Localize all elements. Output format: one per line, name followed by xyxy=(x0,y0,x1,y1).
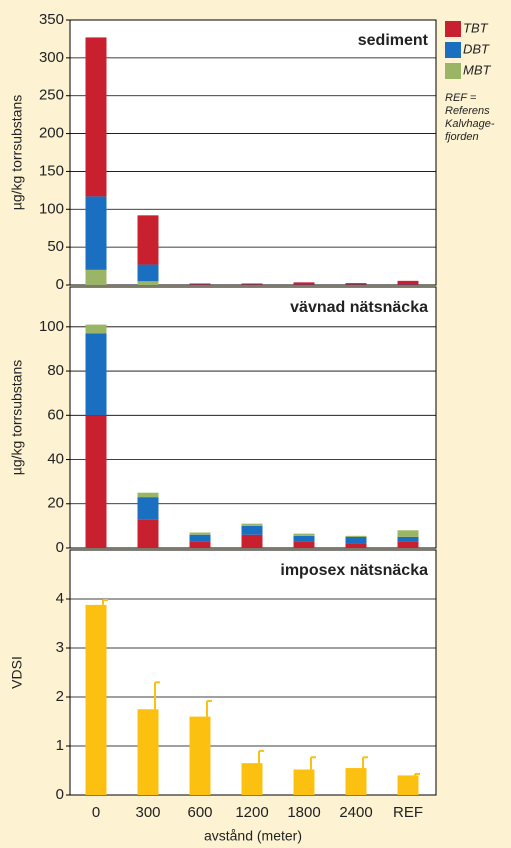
x-tick-label: REF xyxy=(393,804,423,821)
x-tick-label: 600 xyxy=(187,804,212,821)
bar-segment xyxy=(137,497,159,520)
bar-segment xyxy=(189,541,211,548)
y-tick-label: 2 xyxy=(56,688,64,705)
bar xyxy=(137,709,159,795)
plot-area xyxy=(69,286,437,549)
bar xyxy=(293,769,315,795)
panel-title: imposex nätsnäcka xyxy=(280,562,428,579)
y-tick-label: 0 xyxy=(56,276,64,293)
y-tick-label: 300 xyxy=(39,49,64,66)
x-tick-label: 2400 xyxy=(339,804,372,821)
bar-segment xyxy=(397,536,419,542)
bar-segment xyxy=(241,534,263,548)
bar-segment xyxy=(241,283,263,285)
bar-segment xyxy=(293,541,315,548)
y-tick-label: 80 xyxy=(47,362,64,379)
legend-swatch xyxy=(445,63,461,79)
bar-segment xyxy=(85,415,107,548)
y-tick-label: 20 xyxy=(47,495,64,512)
bar-segment xyxy=(293,533,315,536)
y-tick-label: 0 xyxy=(56,786,64,803)
y-tick-label: 0 xyxy=(56,539,64,556)
y-axis-label: µg/kg torrsubstans xyxy=(9,95,25,210)
bar-segment xyxy=(293,282,315,285)
bar-segment xyxy=(189,283,211,285)
bar-segment xyxy=(241,525,263,535)
y-axis-label: µg/kg torrsubstans xyxy=(9,360,25,475)
bar-segment xyxy=(397,280,419,285)
bar-segment xyxy=(241,523,263,526)
x-tick-label: 1800 xyxy=(287,804,320,821)
bar-segment xyxy=(85,333,107,416)
note: Referens xyxy=(445,105,490,117)
y-tick-label: 150 xyxy=(39,162,64,179)
y-tick-label: 3 xyxy=(56,639,64,656)
bar-segment xyxy=(85,196,107,270)
legend-label: MBT xyxy=(463,62,492,77)
y-tick-label: 100 xyxy=(39,318,64,335)
x-tick-label: 0 xyxy=(92,804,100,821)
legend-label: TBT xyxy=(463,20,489,35)
bar-segment xyxy=(189,532,211,535)
panel-title: vävnad nätsnäcka xyxy=(290,299,428,316)
y-tick-label: 100 xyxy=(39,200,64,217)
bar-segment xyxy=(137,215,159,265)
bar-segment xyxy=(345,536,367,544)
y-tick-label: 60 xyxy=(47,406,64,423)
bar xyxy=(345,768,367,795)
bar-segment xyxy=(137,519,159,548)
bar xyxy=(397,775,419,795)
bar xyxy=(189,716,211,795)
y-tick-label: 350 xyxy=(39,11,64,28)
panel-title: sediment xyxy=(358,32,429,49)
bar xyxy=(85,604,107,795)
legend-label: DBT xyxy=(463,41,490,56)
y-tick-label: 4 xyxy=(56,590,64,607)
note: Kalvhage- xyxy=(445,118,495,130)
x-tick-label: 1200 xyxy=(235,804,268,821)
y-axis-label: VDSI xyxy=(9,656,25,689)
x-axis-label: avstånd (meter) xyxy=(204,828,302,844)
y-tick-label: 250 xyxy=(39,87,64,104)
plot-area xyxy=(69,549,437,796)
y-tick-label: 40 xyxy=(47,450,64,467)
bar-segment xyxy=(85,269,107,285)
bar-segment xyxy=(345,283,367,285)
y-tick-label: 50 xyxy=(47,238,64,255)
legend-swatch xyxy=(445,21,461,37)
bar-segment xyxy=(189,534,211,542)
bar-segment xyxy=(345,535,367,537)
bar-segment xyxy=(85,324,107,334)
bar-segment xyxy=(137,492,159,498)
note: REF = xyxy=(445,92,477,104)
legend-swatch xyxy=(445,42,461,58)
y-tick-label: 200 xyxy=(39,125,64,142)
bar-segment xyxy=(397,530,419,537)
bar-segment xyxy=(85,37,107,197)
bar-segment xyxy=(137,281,159,285)
bar-segment xyxy=(293,535,315,542)
y-tick-label: 1 xyxy=(56,737,64,754)
bar-segment xyxy=(345,543,367,548)
note: fjorden xyxy=(445,131,479,143)
x-tick-label: 300 xyxy=(135,804,160,821)
bar-segment xyxy=(397,541,419,548)
bar-segment xyxy=(137,264,159,282)
bar xyxy=(241,763,263,795)
plot-area xyxy=(69,19,437,286)
